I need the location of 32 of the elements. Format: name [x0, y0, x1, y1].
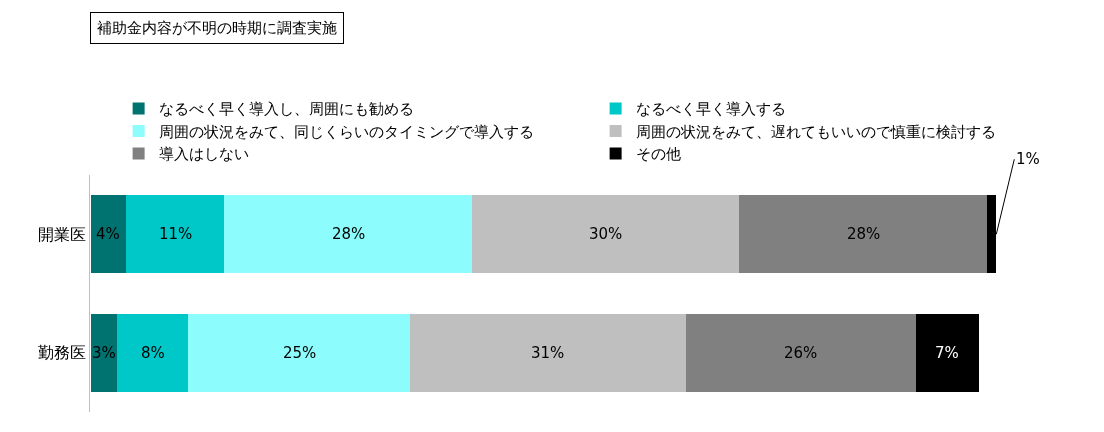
legend-label: 周囲の状況をみて、遅れてもいいので慎重に検討する [635, 122, 996, 141]
data-label: 1% [1016, 150, 1040, 168]
data-label: 8% [141, 344, 165, 362]
legend-label: 導入はしない [158, 145, 249, 164]
data-label: 28% [332, 225, 366, 243]
data-label: 25% [283, 344, 317, 362]
chart-title: 補助金内容が不明の時期に調査実施 [97, 19, 337, 37]
data-label: 3% [92, 344, 116, 362]
y-tick-label: 勤務医 [37, 343, 86, 363]
bar [117, 313, 189, 392]
bar [410, 313, 686, 392]
data-label: 26% [784, 344, 818, 362]
bar [916, 313, 979, 392]
data-label: 30% [589, 225, 623, 243]
bar [90, 313, 118, 392]
bar [685, 313, 917, 392]
bar [738, 195, 988, 274]
data-label: 31% [531, 344, 565, 362]
legend-label: その他 [635, 145, 681, 164]
data-label: 28% [847, 225, 881, 243]
bar [90, 195, 127, 274]
legend-label: なるべく早く導入し、周囲にも勧める [158, 100, 414, 119]
data-label: 7% [935, 344, 959, 362]
bar [188, 313, 411, 392]
legend-label: 周囲の状況をみて、同じくらいのタイミングで導入する [158, 122, 534, 141]
bar [472, 195, 739, 274]
data-label: 4% [96, 225, 120, 243]
bar [223, 195, 473, 274]
bar [126, 195, 224, 274]
y-tick-label: 開業医 [37, 224, 86, 244]
data-label: 11% [159, 225, 193, 243]
legend-label: なるべく早く導入する [635, 100, 786, 119]
